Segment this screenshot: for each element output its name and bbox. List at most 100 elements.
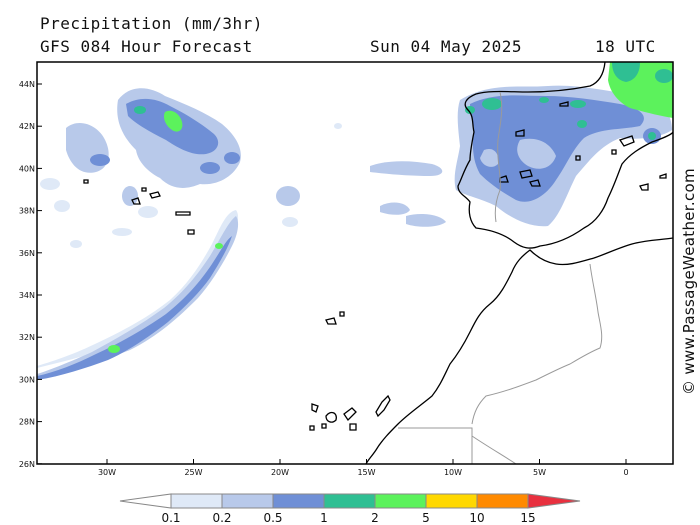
precip-cell	[276, 186, 300, 206]
lon-label: 0	[623, 468, 628, 477]
precip-cell	[528, 200, 552, 216]
iberia-coastline	[457, 62, 673, 249]
precip-iberia-core	[470, 95, 644, 202]
balearic-islands	[618, 135, 635, 147]
azores-islands	[83, 179, 89, 184]
azores-islands	[187, 229, 195, 235]
lon-label: 5W	[533, 468, 546, 477]
morocco-algeria-border	[471, 263, 603, 425]
precip-cell	[122, 186, 138, 206]
credit-watermark: © www.PassageWeather.com	[680, 168, 698, 395]
precip-cell	[224, 152, 240, 164]
valid-date: Sun 04 May 2025	[370, 37, 522, 56]
lat-label: 42N	[19, 122, 35, 131]
colorbar-segment	[272, 493, 325, 509]
precip-cell	[482, 98, 502, 110]
canary-islands	[325, 411, 337, 423]
colorbar-segment	[476, 493, 529, 509]
colorbar-label: 0.2	[212, 511, 231, 525]
azores-islands	[141, 187, 147, 192]
colorbar-low-arrow	[119, 493, 172, 509]
africa-coastline	[365, 237, 673, 464]
balearic-islands	[659, 173, 667, 179]
precip-green-cell	[108, 345, 120, 353]
precip-cell	[54, 200, 70, 212]
precip-streak	[406, 214, 446, 227]
colorbar-label: 1	[320, 511, 328, 525]
colorbar-segment	[323, 493, 376, 509]
precip-cell	[465, 106, 475, 114]
madeira-islands	[325, 317, 337, 325]
precip-ne-teal	[612, 62, 640, 82]
map-title: Precipitation (mm/3hr)	[40, 14, 263, 33]
precip-green-cell	[215, 243, 223, 249]
balearic-islands	[639, 183, 649, 191]
map-frame	[36, 61, 674, 465]
precip-cell	[90, 154, 110, 166]
lat-label: 32N	[19, 333, 35, 342]
iberia-lakes	[575, 155, 581, 161]
iberia-lakes	[515, 129, 525, 137]
forecast-subtitle: GFS 084 Hour Forecast	[40, 37, 253, 56]
colorbar-high-arrow	[527, 493, 581, 509]
precip-nw-green	[134, 106, 146, 114]
mauritania-border	[471, 435, 517, 464]
precip-cell	[577, 120, 587, 128]
colorbar-label: 0.1	[161, 511, 180, 525]
iberia-lakes	[529, 179, 541, 187]
canary-islands	[311, 403, 319, 413]
iberia-lakes	[559, 101, 569, 107]
lat-label: 40N	[19, 164, 35, 173]
longitude-axis: 30W 25W 20W 15W 10W 5W 0	[98, 459, 629, 477]
colorbar-segment	[374, 493, 427, 509]
canary-islands	[375, 394, 391, 418]
colorbar-segment	[221, 493, 274, 509]
madeira-islands	[339, 311, 345, 317]
valid-time: 18 UTC	[595, 37, 656, 56]
precip-iberia-light	[480, 148, 499, 167]
colorbar-label: 5	[422, 511, 430, 525]
precip-cell	[112, 228, 132, 236]
lat-label: 44N	[19, 80, 35, 89]
coastlines	[83, 62, 673, 464]
precip-cell	[539, 97, 549, 103]
lon-label: 30W	[98, 468, 116, 477]
colorbar-label: 10	[469, 511, 484, 525]
precip-cell	[40, 178, 60, 190]
iberia-lakes	[519, 169, 533, 179]
canary-islands	[349, 423, 357, 431]
canary-islands	[309, 425, 315, 431]
precip-ne-cell	[648, 132, 656, 140]
lon-label: 20W	[271, 468, 289, 477]
lat-label: 38N	[19, 207, 35, 216]
azores-islands	[131, 197, 141, 205]
precip-nw-green	[163, 110, 183, 132]
colorbar-label: 0.5	[263, 511, 282, 525]
colorbar-segment	[425, 493, 478, 509]
azores-islands	[149, 191, 161, 199]
precip-band-mid	[37, 216, 239, 378]
azores-islands	[175, 211, 191, 216]
lon-label: 25W	[184, 468, 202, 477]
precip-cell	[570, 100, 586, 108]
precipitation-colorbar: 0.1 0.2 0.5 1 2 5 10 15	[119, 493, 581, 525]
precip-ne-teal	[655, 69, 673, 83]
lat-label: 30N	[19, 375, 35, 384]
national-borders	[398, 91, 603, 464]
precip-streak	[370, 161, 443, 176]
portugal-spain-border	[494, 91, 503, 223]
latitude-axis: 44N 42N 40N 38N 36N 34N 32N 30N 28N 26N	[19, 80, 42, 469]
colorbar-label: 15	[520, 511, 535, 525]
precipitation-field	[37, 62, 673, 380]
colorbar-label: 2	[371, 511, 379, 525]
precip-cell	[200, 162, 220, 174]
lon-label: 10W	[444, 468, 462, 477]
canary-islands	[321, 423, 327, 429]
precip-iberia-light	[517, 138, 556, 169]
precip-cell	[70, 240, 82, 248]
precip-cell	[148, 154, 172, 170]
lon-label: 15W	[357, 468, 375, 477]
precip-cell	[138, 206, 158, 218]
western-sahara-border	[398, 427, 473, 464]
